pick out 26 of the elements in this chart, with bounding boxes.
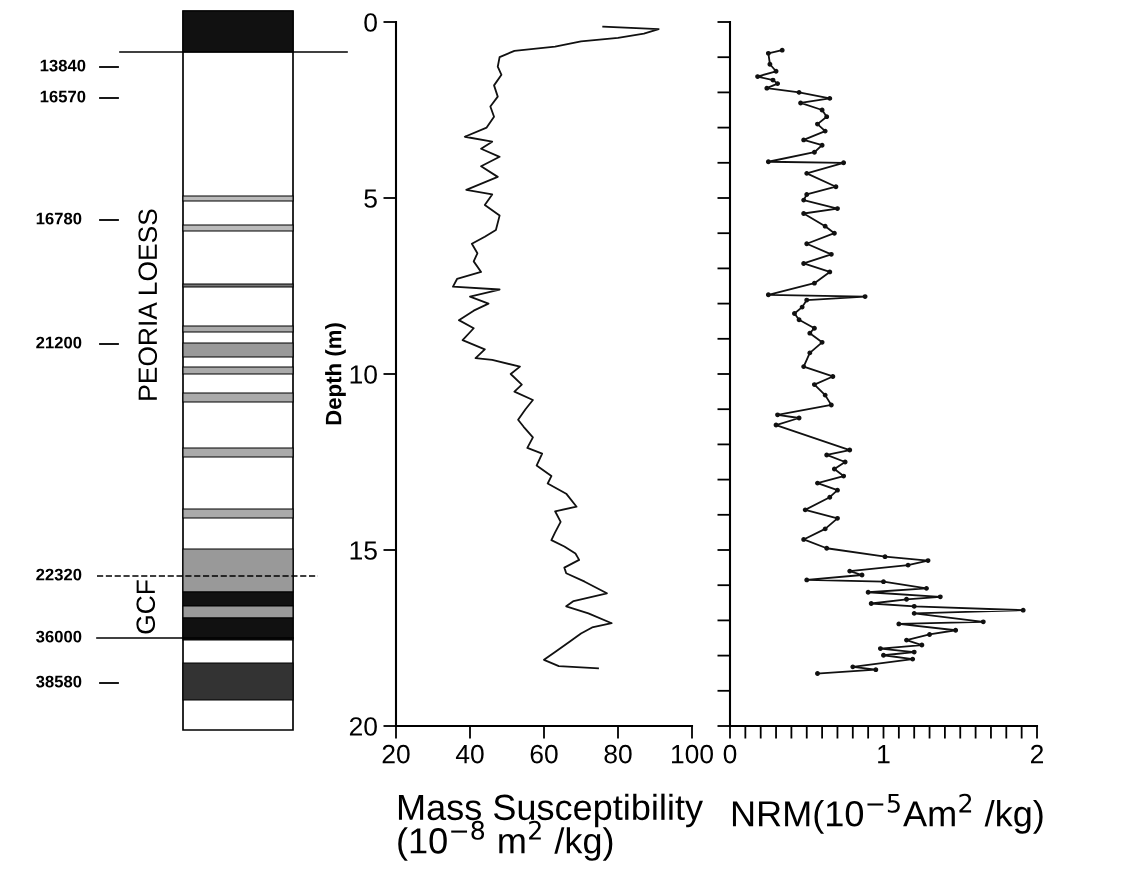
x-tick-label: 20 — [382, 744, 410, 764]
y-tick-label: 10 — [350, 365, 377, 384]
y-axis-title: Depth (m) — [325, 323, 346, 425]
text: 16780 — [36, 212, 82, 225]
x-tick-label: 40 — [455, 744, 484, 764]
x-tick-label: 2 — [1030, 744, 1044, 764]
x-tick-label: 80 — [604, 744, 632, 764]
text: 13840 — [40, 59, 86, 72]
x-tick-label: 0 — [723, 744, 737, 764]
text: 16570 — [40, 90, 86, 103]
y-tick-label: 5 — [364, 189, 377, 208]
text: 22320 — [36, 568, 82, 581]
y-tick-label: 0 — [364, 13, 377, 32]
line-series — [452, 25, 660, 670]
text: 36000 — [36, 630, 82, 643]
text: 38580 — [36, 675, 82, 688]
x-tick-label: 60 — [530, 744, 558, 764]
x-tick-label: 1 — [878, 745, 890, 764]
text: 21200 — [36, 336, 82, 349]
y-tick-label: 20 — [349, 717, 377, 736]
text: PEORIA LOESS — [138, 209, 158, 400]
x-tick-label: 100 — [672, 744, 713, 764]
text: GCF — [136, 580, 156, 634]
x-axis-title: Mass Susceptibility (10$^{−8}$ m$^{2}$ /kg) — [398, 793, 703, 861]
y-tick-label: 15 — [350, 541, 377, 560]
x-axis-title: NRM(10$^{−5}$Am$^{2}$ /kg) — [732, 793, 1043, 834]
